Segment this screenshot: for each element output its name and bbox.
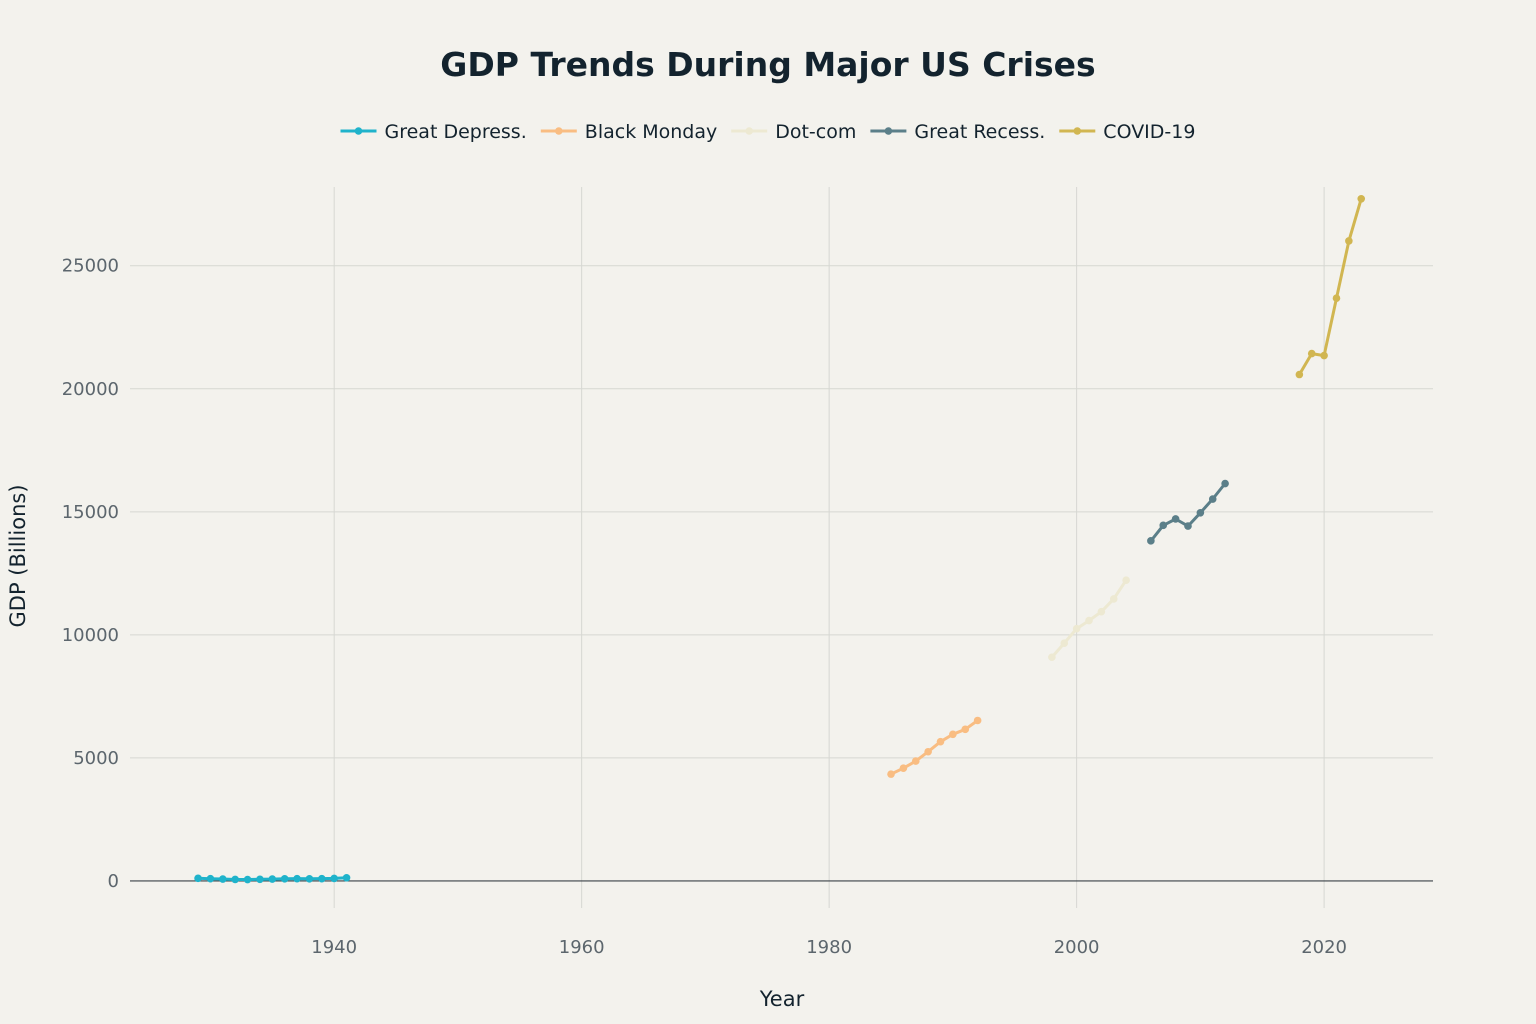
data-point: [1357, 195, 1366, 203]
data-point: [1208, 495, 1217, 503]
data-point: [194, 874, 202, 883]
x-axis-title: Year: [759, 987, 805, 1011]
data-point: [1097, 607, 1106, 616]
y-tick-label: 20000: [62, 379, 119, 400]
y-axis-title: GDP (Billions): [6, 484, 30, 627]
legend-label: Great Recess.: [914, 121, 1045, 143]
x-tick-label: 2000: [1054, 937, 1100, 958]
data-point: [924, 747, 932, 756]
y-tick-label: 0: [108, 871, 119, 892]
data-point: [1295, 370, 1304, 379]
y-tick-label: 10000: [62, 625, 119, 646]
x-tick-label: 1940: [311, 937, 357, 958]
data-point: [1221, 479, 1229, 488]
data-point: [1147, 537, 1155, 545]
legend-item[interactable]: COVID-19: [1059, 121, 1195, 143]
y-axis-ticks: 0 5000 10000 15000 20000 25000: [62, 256, 119, 892]
series-covid-19: [1295, 195, 1366, 379]
legend-item[interactable]: Great Depress.: [340, 121, 527, 143]
data-point: [317, 874, 326, 883]
legend-item[interactable]: Great Recess.: [870, 121, 1045, 143]
legend-swatch-marker: [1073, 127, 1082, 135]
data-point: [1109, 595, 1118, 603]
grid-lines: [130, 187, 1433, 908]
data-point: [911, 757, 920, 765]
data-point: [1332, 294, 1341, 303]
legend-swatch-marker: [884, 127, 893, 135]
data-point: [1196, 509, 1205, 517]
chart-title: GDP Trends During Major US Crises: [440, 45, 1095, 84]
series-dot-com: [1048, 576, 1130, 662]
data-point: [243, 875, 252, 884]
data-point: [1060, 639, 1069, 648]
series-black-monday: [887, 716, 982, 778]
series-line: [1297, 197, 1363, 376]
x-tick-label: 1980: [806, 937, 852, 958]
data-point: [293, 874, 301, 883]
data-point: [256, 875, 264, 884]
data-point: [1320, 351, 1328, 360]
x-tick-label: 2020: [1301, 937, 1347, 958]
data-point: [936, 737, 945, 746]
data-point: [961, 725, 970, 734]
data-point: [231, 875, 239, 884]
y-tick-label: 25000: [62, 256, 119, 277]
data-point: [1307, 349, 1316, 358]
data-point: [342, 873, 351, 882]
data-point: [1345, 237, 1353, 245]
x-tick-label: 1960: [559, 937, 605, 958]
data-point: [1171, 515, 1180, 523]
data-point: [1184, 522, 1192, 530]
legend[interactable]: Great Depress. Black Monday Dot-com Great R…: [340, 121, 1196, 143]
data-point: [280, 875, 289, 883]
legend-label: COVID-19: [1103, 121, 1195, 143]
data-point: [899, 764, 908, 773]
data-point: [1085, 616, 1093, 625]
data-point: [330, 874, 338, 883]
data-point: [1159, 521, 1168, 530]
data-point: [305, 874, 314, 883]
data-point: [206, 874, 215, 883]
y-tick-label: 15000: [62, 502, 119, 523]
y-tick-label: 5000: [73, 748, 119, 769]
x-axis-ticks: 1940 1960 1980 2000 2020: [311, 937, 1347, 958]
legend-label: Black Monday: [585, 121, 717, 143]
data-point: [268, 875, 277, 883]
data-point: [949, 730, 957, 739]
series-great-recess: [1147, 479, 1229, 545]
data-point: [887, 770, 895, 778]
data-point: [1122, 576, 1130, 585]
legend-label: Great Depress.: [385, 121, 527, 143]
series-lines: [194, 195, 1366, 884]
data-point: [973, 716, 982, 725]
series-great-depress: [194, 873, 351, 884]
data-point: [219, 875, 227, 883]
legend-item[interactable]: Dot-com: [731, 121, 856, 143]
data-point: [1072, 624, 1081, 633]
legend-swatch-marker: [745, 127, 753, 135]
legend-swatch-marker: [354, 127, 363, 135]
data-point: [1048, 653, 1056, 662]
legend-item[interactable]: Black Monday: [540, 121, 717, 143]
legend-label: Dot-com: [775, 121, 856, 143]
legend-swatch-marker: [555, 127, 563, 135]
